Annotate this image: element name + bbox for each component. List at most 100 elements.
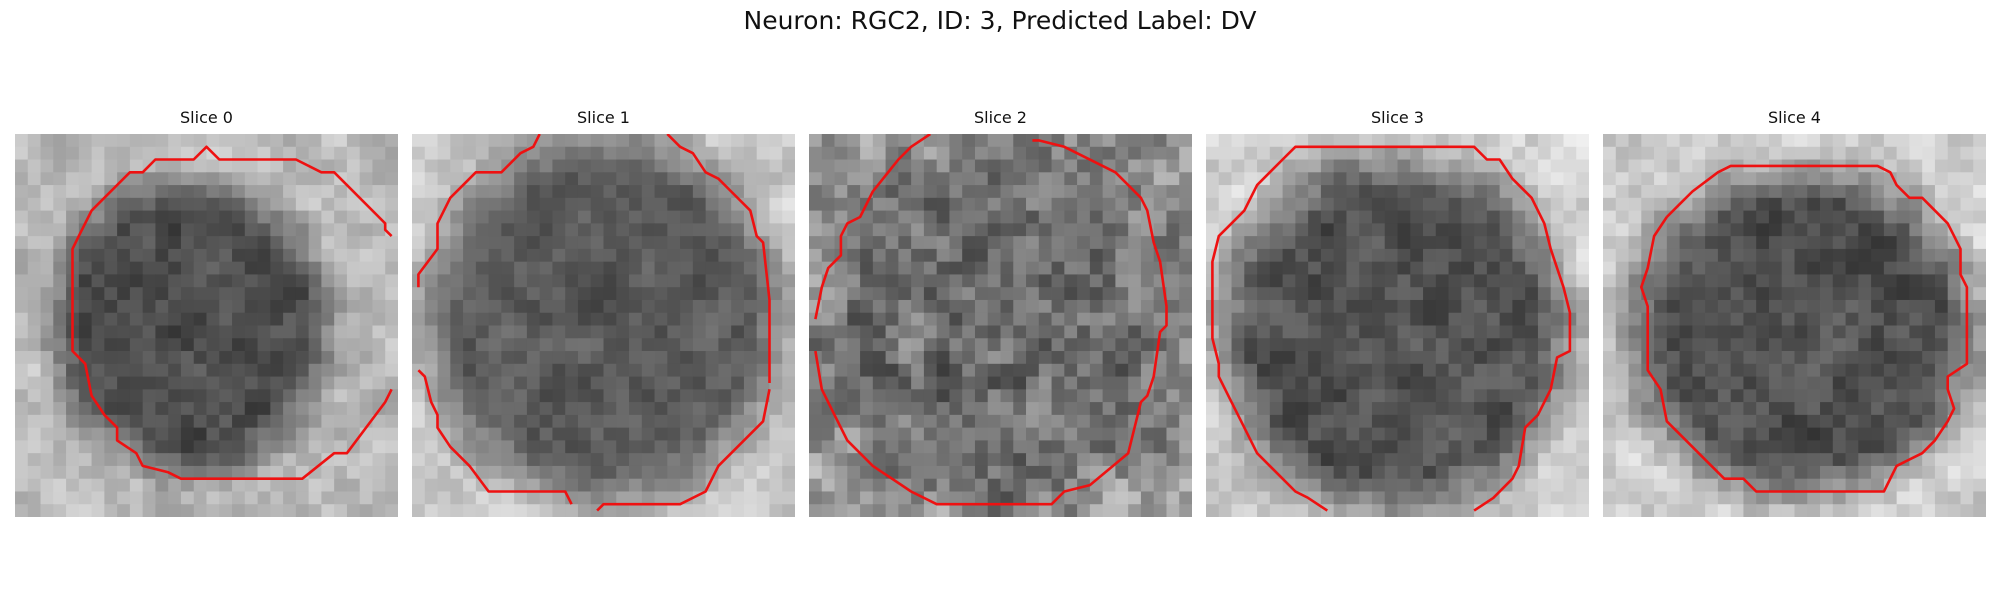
image-pixel	[1858, 376, 1872, 390]
image-pixel	[1832, 389, 1846, 403]
image-pixel	[590, 299, 604, 314]
image-pixel	[27, 351, 41, 365]
image-pixel	[129, 389, 144, 403]
image-pixel	[1115, 159, 1129, 173]
image-pixel	[1845, 440, 1859, 454]
image-pixel	[552, 453, 566, 467]
image-pixel	[1384, 465, 1398, 480]
image-pixel	[1026, 504, 1040, 517]
image-pixel	[1947, 261, 1961, 275]
image-pixel	[1231, 261, 1245, 275]
image-pixel	[1525, 376, 1539, 390]
image-pixel	[1231, 172, 1245, 186]
image-pixel	[1486, 185, 1501, 199]
image-pixel	[206, 351, 220, 365]
image-pixel	[27, 414, 41, 429]
image-pixel	[552, 210, 566, 224]
image-pixel	[1794, 427, 1808, 441]
image-pixel	[1140, 491, 1155, 505]
image-pixel	[1832, 402, 1846, 416]
image-pixel	[244, 478, 258, 492]
image-pixel	[514, 172, 528, 186]
image-pixel	[1333, 351, 1347, 365]
image-pixel	[385, 146, 398, 160]
image-pixel	[1102, 440, 1116, 454]
image-pixel	[1333, 248, 1347, 263]
image-pixel	[219, 465, 233, 480]
image-pixel	[91, 172, 105, 186]
image-pixel	[1576, 146, 1589, 160]
image-pixel	[1244, 146, 1258, 160]
image-pixel	[1257, 274, 1271, 288]
image-pixel	[756, 504, 770, 517]
image-pixel	[104, 338, 118, 352]
image-pixel	[782, 376, 795, 390]
image-pixel	[1257, 134, 1271, 148]
image-pixel	[1883, 402, 1898, 416]
image-pixel	[1257, 440, 1271, 454]
image-pixel	[616, 299, 630, 314]
image-pixel	[385, 389, 398, 403]
image-pixel	[860, 504, 874, 517]
image-pixel	[1320, 248, 1335, 263]
image-pixel	[1896, 402, 1910, 416]
image-pixel	[372, 172, 386, 186]
image-pixel	[974, 338, 989, 352]
image-pixel	[91, 287, 105, 301]
image-pixel	[66, 491, 80, 505]
image-pixel	[1051, 210, 1065, 224]
image-pixel	[616, 414, 630, 429]
image-pixel	[1371, 504, 1386, 517]
image-pixel	[705, 427, 719, 441]
image-pixel	[1832, 440, 1846, 454]
image-pixel	[565, 363, 579, 377]
image-pixel	[821, 146, 835, 160]
image-pixel	[641, 299, 655, 314]
image-pixel	[1781, 338, 1795, 352]
image-pixel	[488, 210, 502, 224]
image-pixel	[1077, 159, 1091, 173]
image-pixel	[1947, 440, 1961, 454]
image-pixel	[667, 414, 681, 429]
image-pixel	[1000, 146, 1014, 160]
image-pixel	[1244, 248, 1258, 263]
image-pixel	[257, 134, 271, 148]
image-pixel	[385, 478, 398, 492]
image-pixel	[1038, 299, 1052, 314]
image-pixel	[962, 185, 976, 199]
image-pixel	[142, 351, 156, 365]
image-pixel	[1231, 453, 1245, 467]
image-pixel	[437, 389, 451, 403]
image-pixel	[1153, 274, 1167, 288]
image-pixel	[743, 414, 758, 429]
image-pixel	[475, 351, 489, 365]
image-pixel	[1064, 210, 1078, 224]
image-pixel	[1295, 248, 1309, 263]
image-pixel	[91, 261, 105, 275]
image-pixel	[1231, 402, 1245, 416]
image-pixel	[1295, 389, 1309, 403]
image-pixel	[1064, 376, 1078, 390]
image-pixel	[27, 185, 41, 199]
image-pixel	[1973, 351, 1986, 365]
image-pixel	[1615, 478, 1629, 492]
image-pixel	[1346, 261, 1360, 275]
image-pixel	[1692, 172, 1706, 186]
image-pixel	[1896, 351, 1910, 365]
image-pixel	[104, 197, 118, 211]
image-pixel	[463, 504, 477, 517]
image-pixel	[1730, 287, 1744, 301]
image-pixel	[1768, 376, 1783, 390]
image-pixel	[1051, 427, 1065, 441]
image-pixel	[168, 402, 182, 416]
image-pixel	[1179, 312, 1192, 326]
image-pixel	[1922, 172, 1936, 186]
image-pixel	[552, 325, 566, 339]
image-pixel	[1346, 402, 1360, 416]
image-pixel	[1435, 453, 1449, 467]
image-pixel	[40, 414, 54, 429]
image-pixel	[1499, 287, 1513, 301]
image-pixel	[860, 351, 874, 365]
image-pixel	[155, 414, 169, 429]
image-pixel	[1308, 146, 1322, 160]
